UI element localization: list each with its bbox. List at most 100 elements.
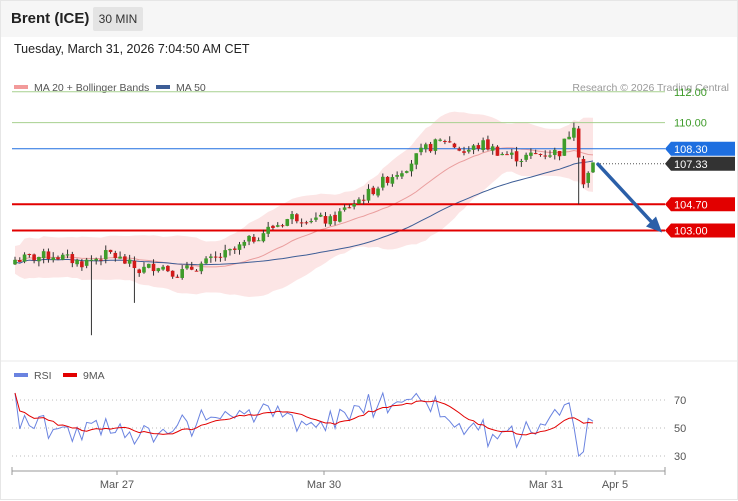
candle-body <box>366 188 371 201</box>
candle-body <box>548 155 552 157</box>
candle-body <box>123 256 127 264</box>
candle <box>146 263 151 269</box>
candle <box>486 135 490 151</box>
candle <box>572 122 576 141</box>
candle-body <box>467 149 471 152</box>
candle-body <box>22 254 27 262</box>
candle <box>438 138 442 142</box>
ma50-legend-swatch <box>156 85 170 89</box>
candle-body <box>223 250 227 258</box>
candle-body <box>476 145 481 149</box>
candle-body <box>75 259 79 265</box>
candle <box>32 253 36 264</box>
candle-body <box>37 256 41 262</box>
candle <box>113 250 118 262</box>
candle-body <box>524 154 528 160</box>
candle <box>543 150 548 160</box>
candle <box>490 143 495 155</box>
candle <box>519 158 524 167</box>
candle <box>180 265 184 280</box>
candle-body <box>538 153 543 155</box>
candle-body <box>127 259 132 264</box>
candle-body <box>328 216 333 225</box>
candle <box>89 255 94 336</box>
candle-body <box>180 269 184 278</box>
candle <box>462 146 466 156</box>
candle <box>576 125 581 205</box>
credit-label: Research © 2026 Trading Central <box>572 82 729 94</box>
candle <box>118 251 122 259</box>
candle <box>529 148 533 159</box>
rsi-ma-legend-swatch <box>63 373 77 377</box>
candle <box>371 185 376 196</box>
candle <box>581 155 586 189</box>
candle-body <box>433 139 438 151</box>
candle <box>390 174 395 187</box>
candle <box>333 211 337 226</box>
candle <box>27 253 32 258</box>
candle-body <box>108 249 113 253</box>
candle-body <box>529 152 533 156</box>
candle <box>500 152 505 156</box>
rsi-tick-50: 50 <box>674 423 686 435</box>
candle <box>252 234 256 244</box>
candle <box>509 148 514 159</box>
candle-body <box>285 219 290 226</box>
candle <box>213 251 218 262</box>
candle-body <box>156 268 161 272</box>
candle-body <box>51 257 56 261</box>
candle <box>400 170 404 180</box>
candle-body <box>381 176 385 188</box>
candle-body <box>447 141 452 143</box>
candle <box>247 235 251 246</box>
candle-body <box>41 251 46 259</box>
candle-body <box>13 259 17 265</box>
candle <box>170 270 175 279</box>
candle-body <box>280 225 285 227</box>
candle-body <box>490 146 495 151</box>
candle-body <box>185 265 189 269</box>
candle <box>60 252 65 261</box>
candle-body <box>357 199 361 204</box>
candle <box>352 199 356 210</box>
candle <box>194 269 199 272</box>
candle <box>548 150 552 158</box>
candle <box>309 218 313 224</box>
candle-body <box>500 153 505 156</box>
candle <box>17 257 22 263</box>
candle <box>137 268 141 277</box>
candle <box>256 237 261 242</box>
candle <box>591 162 595 173</box>
candle <box>586 171 591 188</box>
candle-body <box>213 256 218 258</box>
candle <box>557 150 562 161</box>
candle-body <box>194 270 199 272</box>
candle-body <box>552 149 557 155</box>
candle <box>209 253 213 263</box>
candle <box>237 241 242 255</box>
candle <box>452 142 457 149</box>
candle <box>457 146 462 152</box>
candle <box>290 211 294 225</box>
level-tag-104.70 <box>665 197 735 212</box>
candle-body <box>304 222 309 224</box>
candle-body <box>60 254 65 260</box>
candle-body <box>309 221 313 223</box>
timeframe-badge[interactable]: 30 MIN <box>93 7 143 31</box>
candle-body <box>237 244 242 250</box>
candle <box>266 221 270 238</box>
candle-body <box>89 259 94 261</box>
x-axis-ticks: Mar 27 Mar 30 Mar 31 Apr 5 <box>11 467 666 491</box>
candle-body <box>557 151 562 157</box>
candle <box>562 138 567 156</box>
candle <box>443 139 447 145</box>
candle <box>218 253 223 262</box>
candle <box>404 170 409 174</box>
candle <box>271 224 275 230</box>
candle-body <box>352 203 356 207</box>
candle-body <box>209 256 213 258</box>
candle <box>223 244 227 261</box>
candle-body <box>32 254 36 261</box>
candle <box>395 171 399 180</box>
candle-body <box>400 173 404 177</box>
